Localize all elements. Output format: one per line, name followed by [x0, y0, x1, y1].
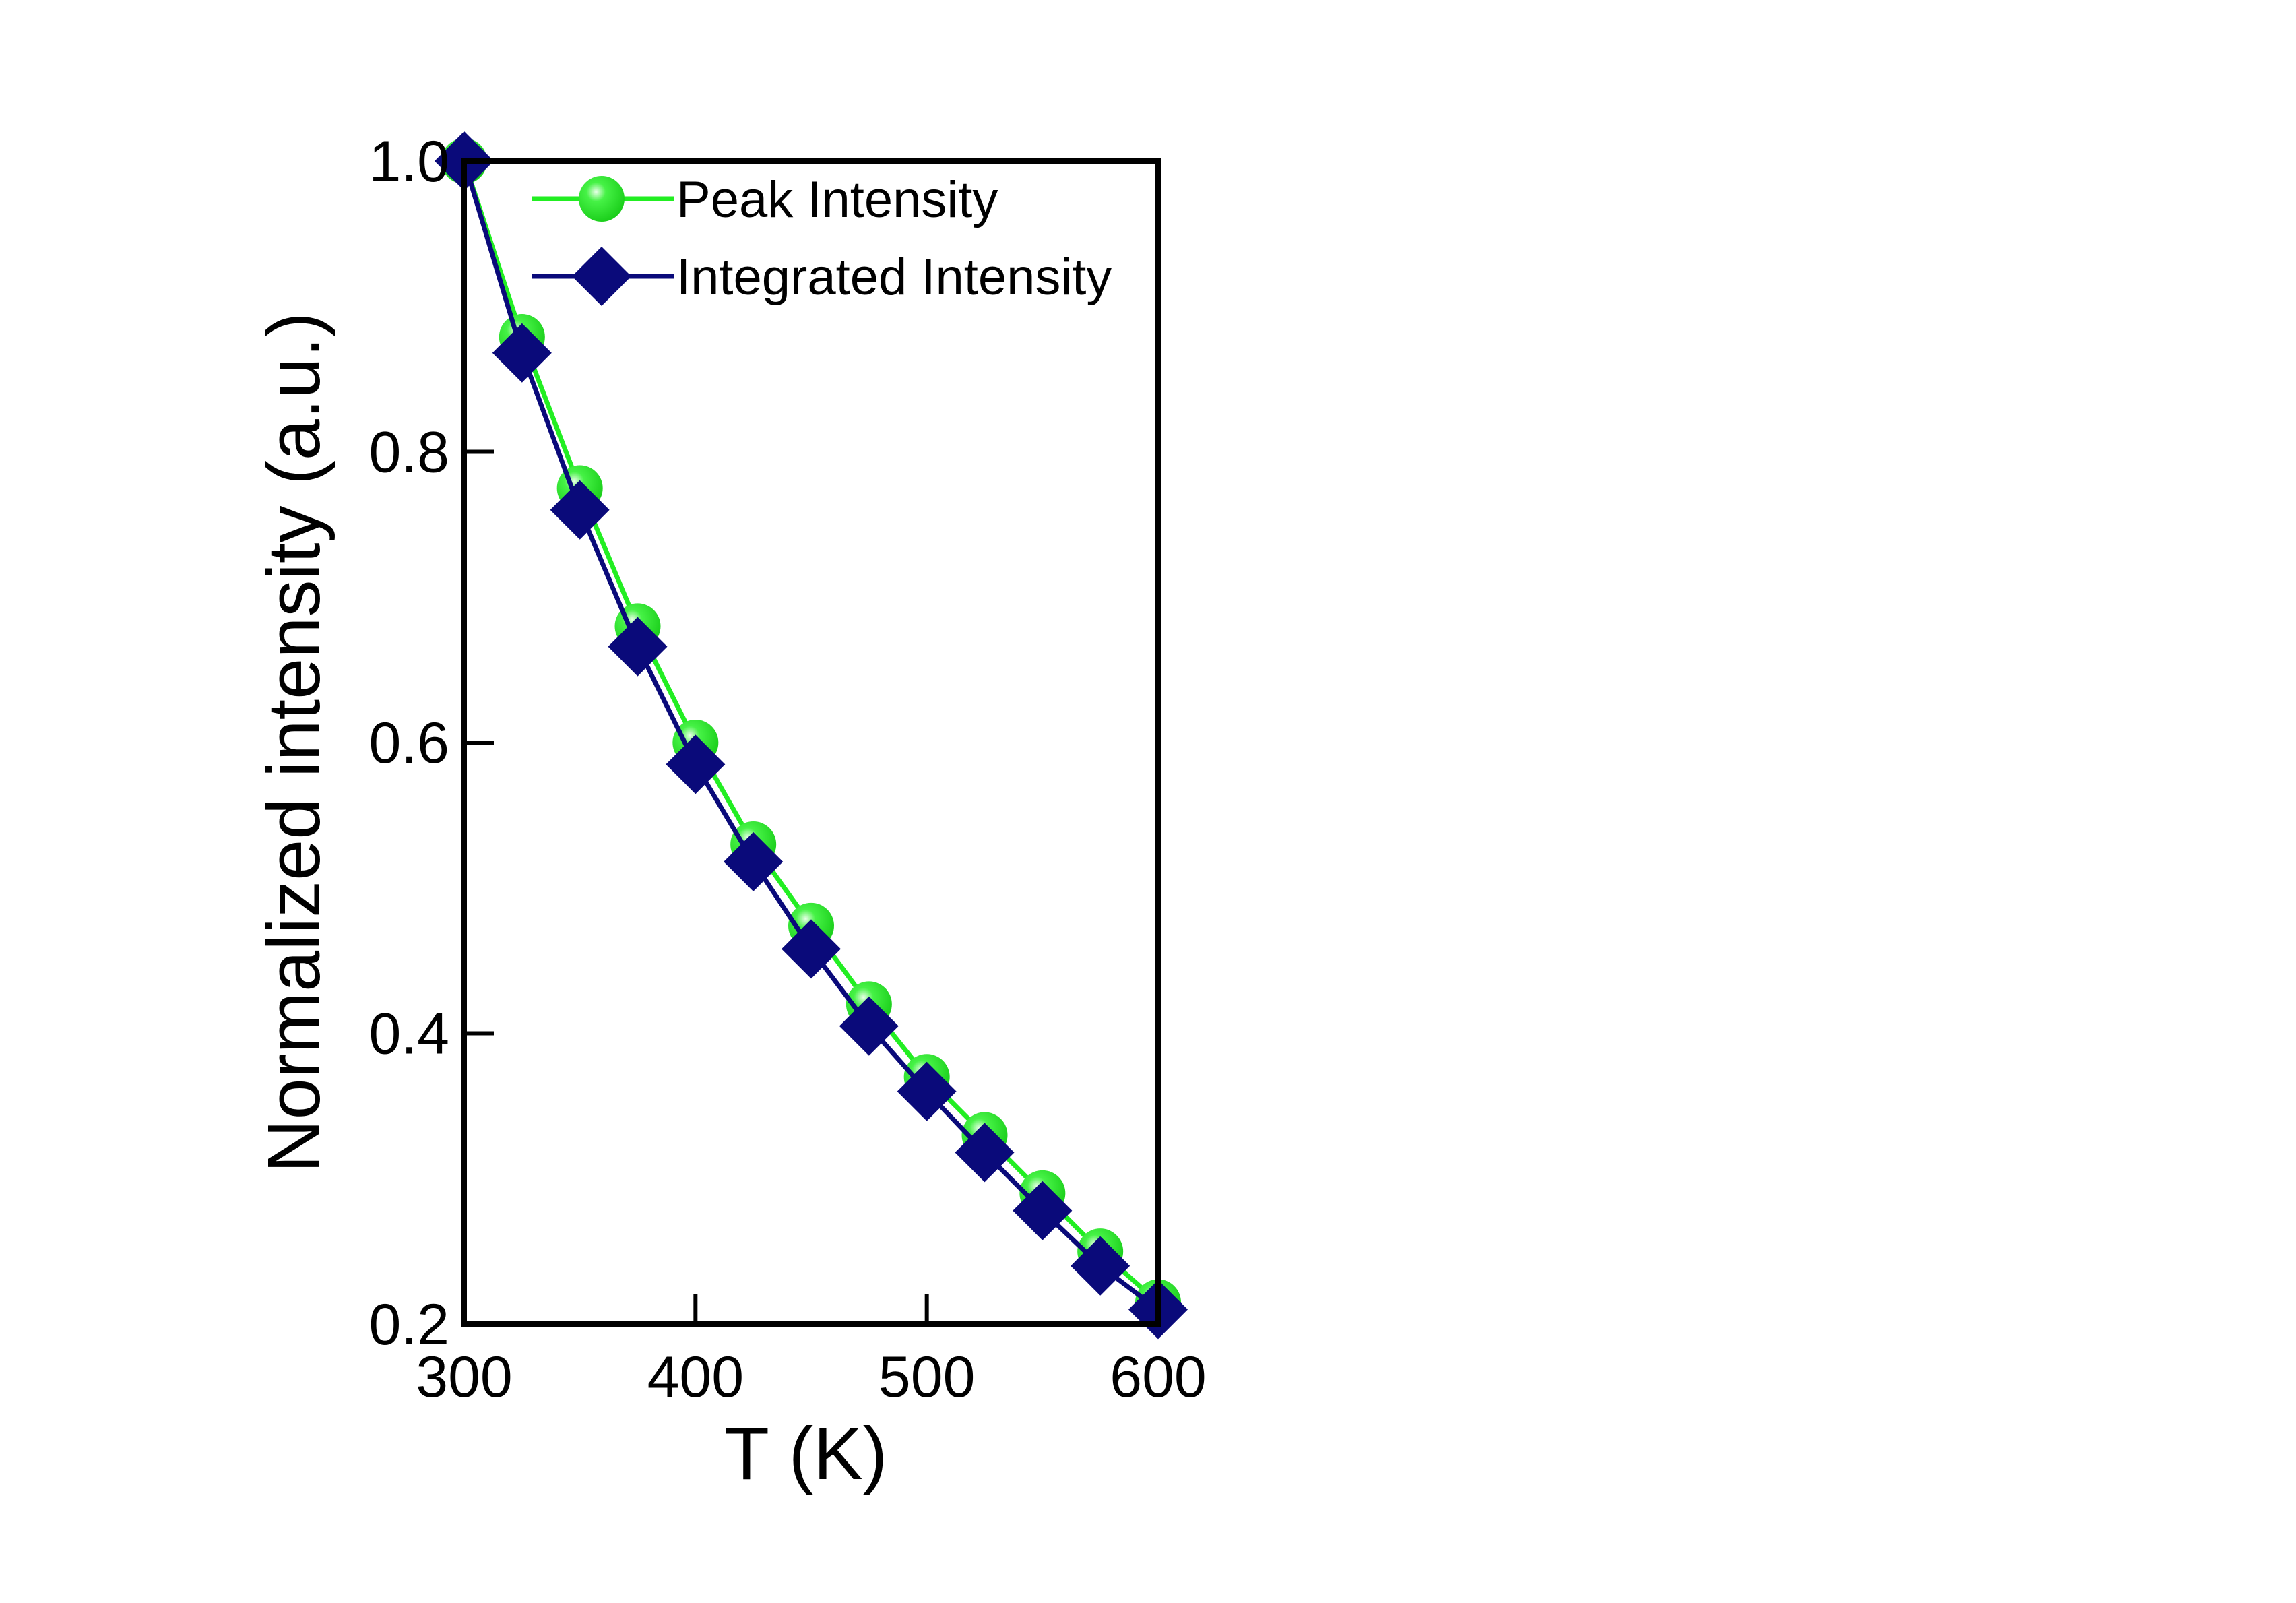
data-point-integrated [782, 919, 841, 979]
legend: Peak Intensity Integrated Intensity [532, 171, 1112, 306]
data-point-integrated [955, 1123, 1015, 1183]
y-tick-label: 0.4 [369, 1002, 449, 1067]
y-tick-label: 1.0 [369, 129, 449, 194]
data-point-integrated [1013, 1181, 1073, 1240]
legend-marker-peak-intensity [579, 176, 625, 222]
series-line-integrated-intensity [461, 160, 1160, 1312]
x-tick-label: 300 [416, 1345, 513, 1410]
series-integrated-intensity [435, 131, 1188, 1340]
ticks-layer: 300 400 500 600 0.2 0.4 0.6 0.8 1.0 [369, 129, 1206, 1410]
data-point-integrated [608, 617, 668, 677]
x-tick-label: 500 [879, 1345, 976, 1410]
y-axis-title: Normalized intensity (a.u.) [253, 312, 336, 1173]
data-point-integrated [724, 831, 784, 891]
data-point-integrated [839, 996, 899, 1056]
data-point-integrated [550, 480, 610, 540]
plot-frame [461, 158, 1161, 1327]
x-tick-label: 600 [1110, 1345, 1207, 1410]
series-peak-intensity [441, 138, 1181, 1325]
data-point-integrated [1071, 1236, 1130, 1296]
series-layer [435, 131, 1188, 1340]
series-line-peak-intensity [461, 160, 1160, 1305]
legend-label-peak-intensity: Peak Intensity [676, 171, 998, 228]
x-axis-title: T (K) [724, 1412, 887, 1495]
y-tick-label: 0.2 [369, 1292, 449, 1357]
data-point-integrated [666, 734, 726, 794]
legend-marker-integrated-intensity [572, 247, 631, 306]
data-point-integrated [492, 323, 552, 383]
data-point-integrated [897, 1061, 957, 1121]
legend-label-integrated-intensity: Integrated Intensity [676, 249, 1112, 306]
y-tick-label: 0.8 [369, 420, 449, 485]
x-tick-label: 400 [647, 1345, 744, 1410]
y-tick-label: 0.6 [369, 711, 449, 776]
